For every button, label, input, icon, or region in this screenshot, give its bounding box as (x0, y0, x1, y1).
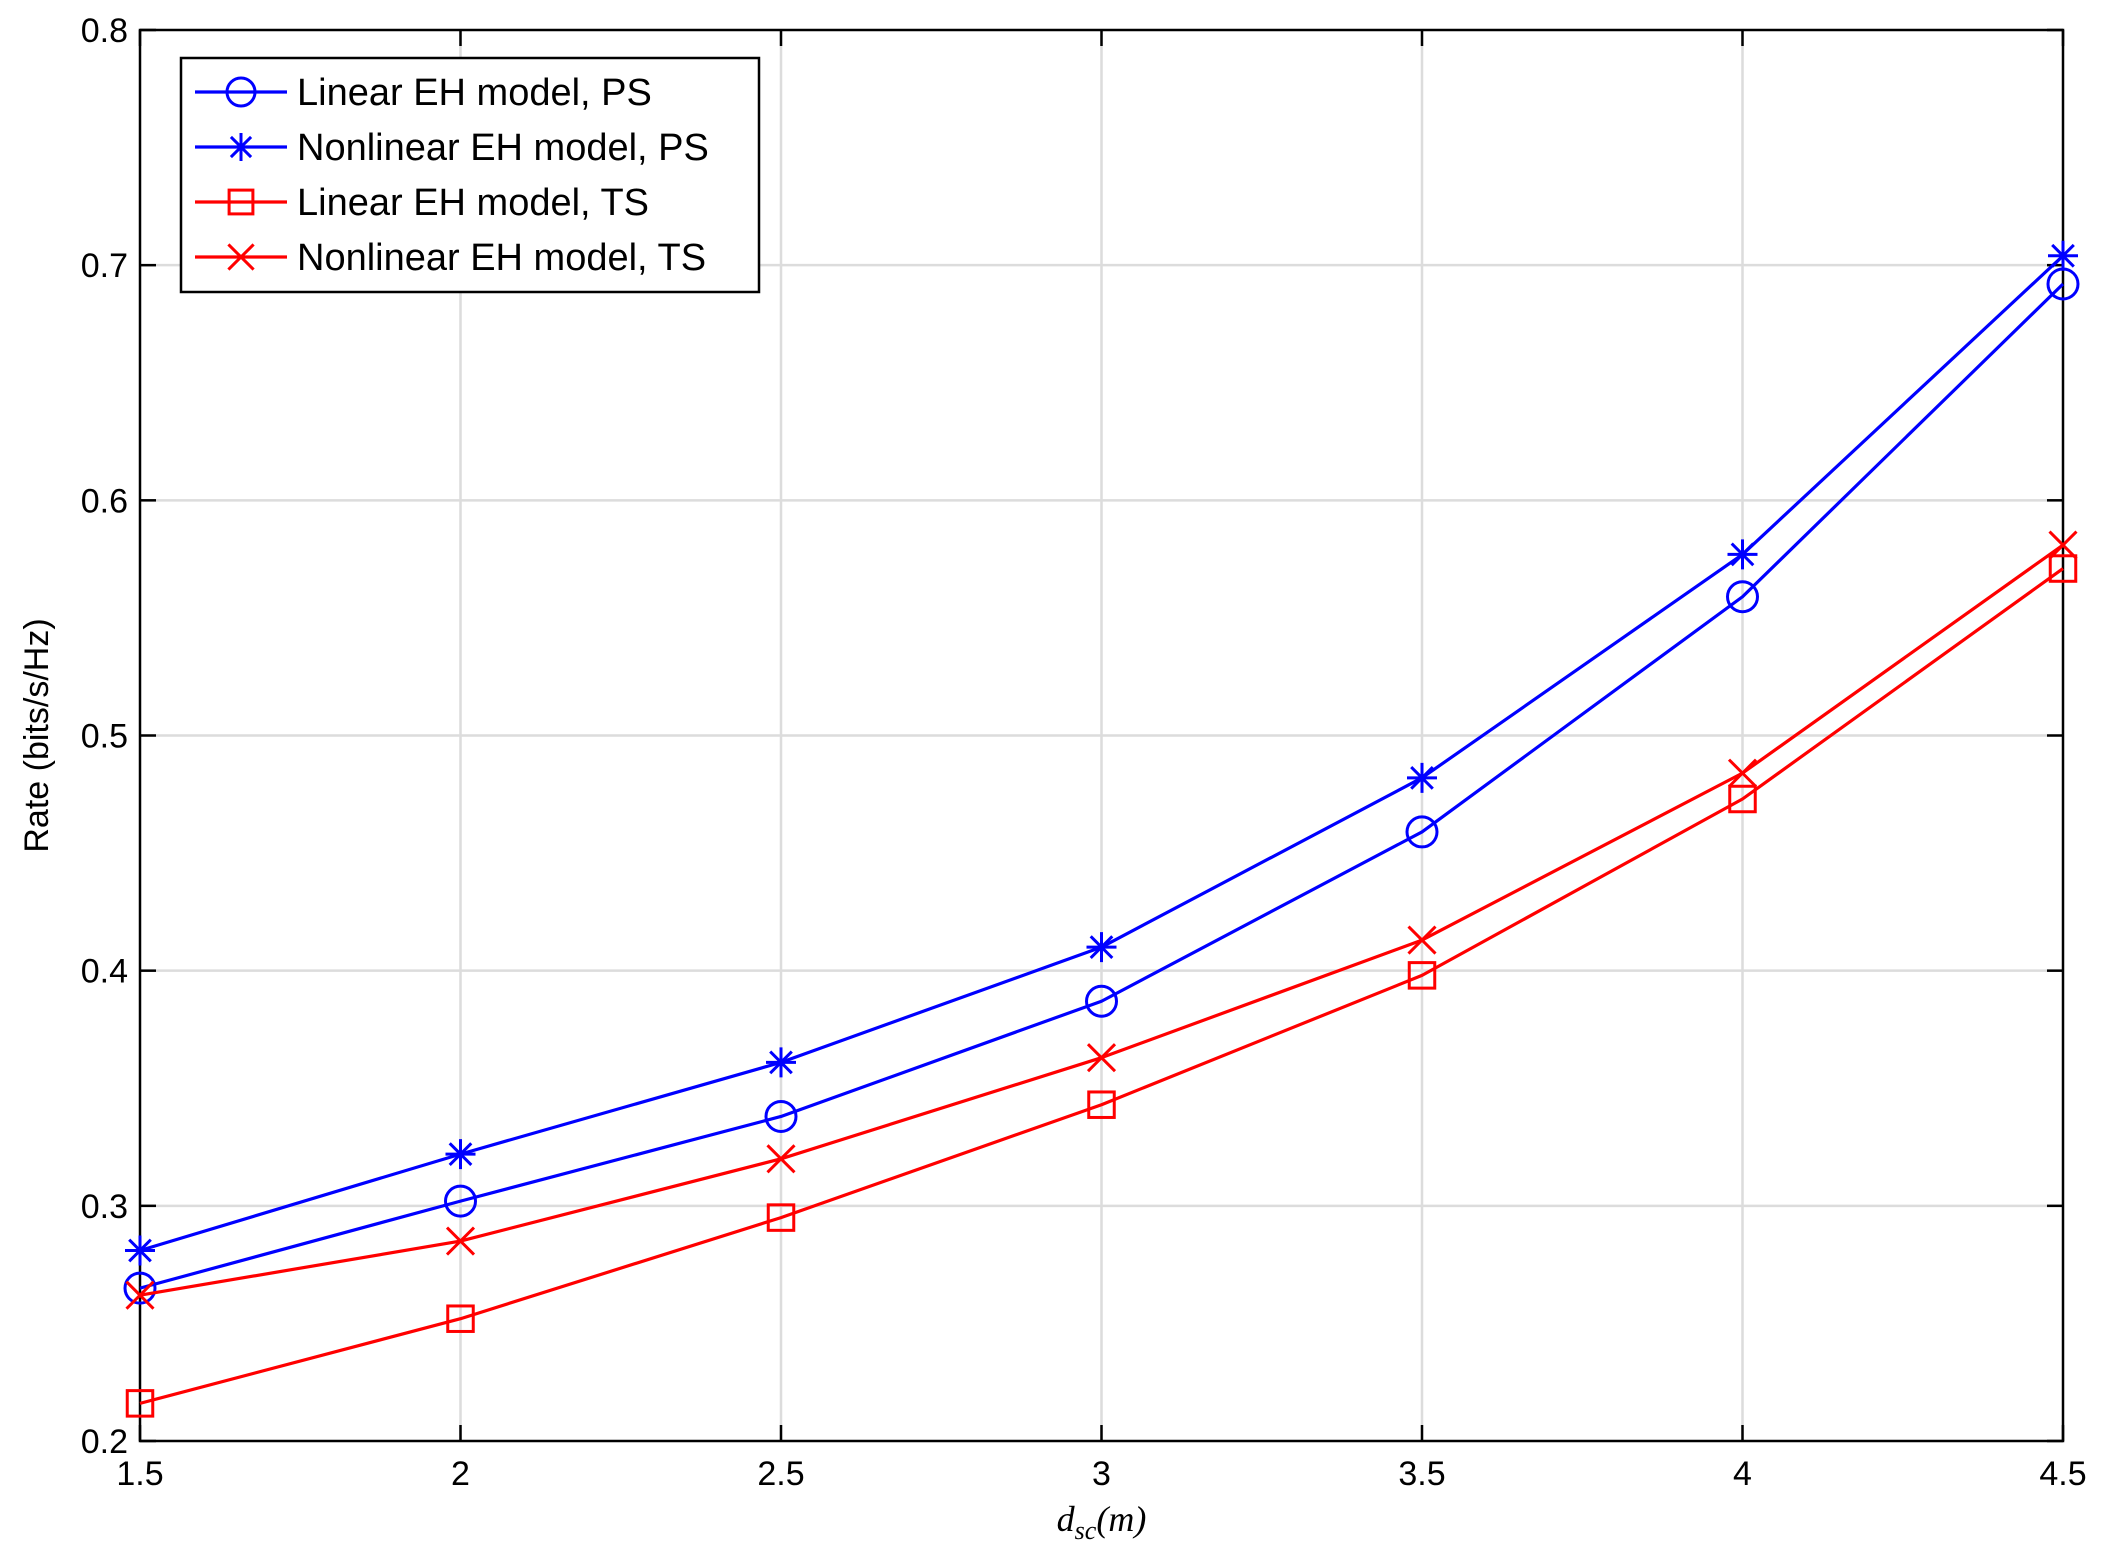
x-tick-label: 1.5 (116, 1455, 163, 1493)
asterisk-marker (1086, 932, 1117, 963)
circle-marker (1405, 815, 1439, 849)
legend: Linear EH model, PS Nonlinear EH model, P… (179, 56, 761, 294)
y-tick-label: 0.4 (81, 953, 128, 991)
asterisk-marker (1727, 539, 1758, 570)
series-layer (123, 240, 2080, 1418)
series-2 (125, 240, 2078, 1266)
y-tick-label: 0.8 (81, 12, 128, 50)
square-marker (1728, 784, 1757, 814)
x-marker (445, 1226, 476, 1256)
series-3 (125, 554, 2078, 1418)
x-axis-label: dsc(m) (1057, 1499, 1147, 1545)
x-axis-label-subscript: sc (1075, 1516, 1097, 1545)
square-marker (125, 1389, 155, 1418)
square-marker (1407, 961, 1437, 990)
axis-ticks: 1.5 2 2.5 3 3.5 4 4.5 0.2 0.3 0.4 0.5 0.6 0.7 0.8 (81, 12, 2087, 1493)
circle-marker (1085, 984, 1118, 1018)
x-marker (1727, 758, 1758, 788)
legend-entry: Nonlinear EH model, PS (195, 127, 709, 169)
circle-marker (764, 1099, 798, 1133)
legend-entry: Linear EH model, PS (195, 72, 652, 114)
x-marker (766, 1144, 796, 1174)
x-marker (2048, 530, 2078, 560)
x-tick-label: 3 (1092, 1455, 1111, 1493)
x-tick-label: 4.5 (2039, 1455, 2086, 1493)
x-tick-label: 3.5 (1398, 1455, 1445, 1493)
y-tick-label: 0.2 (81, 1423, 128, 1461)
circle-marker (123, 1271, 157, 1305)
legend-entry: Nonlinear EH model, TS (195, 237, 706, 279)
x-axis-label-main: d (1057, 1499, 1076, 1539)
circle-marker (1726, 580, 1759, 614)
x-tick-label: 4 (1733, 1455, 1752, 1493)
x-marker (1086, 1043, 1117, 1073)
legend-label: Linear EH model, TS (297, 182, 649, 224)
asterisk-marker (125, 1235, 155, 1266)
y-tick-label: 0.6 (81, 482, 128, 520)
legend-label: Linear EH model, PS (297, 72, 652, 114)
square-marker (446, 1304, 475, 1333)
x-tick-label: 2 (451, 1455, 470, 1493)
legend-label: Nonlinear EH model, PS (297, 127, 709, 169)
series-4 (125, 530, 2078, 1310)
x-marker (1407, 925, 1437, 955)
y-tick-label: 0.3 (81, 1188, 128, 1226)
asterisk-marker (2048, 240, 2078, 271)
x-marker (227, 243, 255, 271)
y-tick-label: 0.7 (81, 247, 128, 285)
circle-marker (444, 1184, 477, 1218)
asterisk-marker (1407, 762, 1437, 793)
y-tick-label: 0.5 (81, 718, 128, 756)
square-marker (227, 188, 255, 216)
square-marker (2048, 554, 2078, 583)
x-marker (125, 1280, 155, 1310)
series-line (139, 282, 2065, 1290)
square-marker (766, 1203, 796, 1232)
circle-marker (225, 76, 257, 108)
grid (140, 30, 2063, 1441)
y-axis-label: Rate (bits/s/Hz) (18, 618, 56, 852)
series-line (139, 567, 2064, 1405)
legend-label: Nonlinear EH model, TS (297, 237, 706, 279)
asterisk-marker (227, 133, 255, 161)
asterisk-marker (445, 1139, 476, 1170)
x-axis-label-unit: (m) (1096, 1499, 1146, 1539)
legend-box (179, 56, 761, 294)
series-1 (123, 267, 2080, 1305)
x-tick-label: 2.5 (757, 1455, 804, 1493)
legend-entry: Linear EH model, TS (195, 182, 649, 224)
asterisk-marker (766, 1047, 796, 1078)
square-marker (1087, 1090, 1116, 1119)
